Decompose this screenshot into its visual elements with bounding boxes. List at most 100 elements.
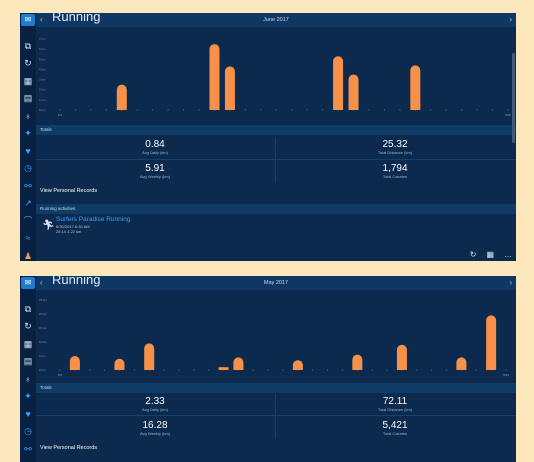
bike-icon[interactable]: ⚯ [24,180,32,191]
stat-label: Avg Weekly (km) [139,174,171,179]
clock-icon[interactable]: ◷ [24,163,32,173]
calendar-icon[interactable]: ▦ [23,338,33,349]
stat-label: Total Distance (km) [377,150,413,155]
day-marker [59,369,61,371]
totals-header: Totals [36,383,516,393]
app-logo-icon[interactable]: ✉ [21,277,35,289]
day-marker [136,109,138,111]
day-marker [193,369,195,371]
day-marker [431,369,433,371]
heart-icon[interactable]: ♥ [25,408,31,419]
view-personal-records-link[interactable]: View Personal Records [36,185,516,197]
day-marker [198,109,200,111]
sync-icon[interactable]: ↻ [24,58,32,68]
distance-bar[interactable] [144,343,155,370]
daily-distance-chart: 25 km 20 km 15 km 10 km 5 km 0 km 5/1 5/31 [39,298,509,377]
day-marker [368,109,370,111]
day-marker [182,109,185,111]
distance-bar[interactable] [486,315,497,370]
app-logo-icon[interactable]: ✉ [21,14,35,26]
x-tick-label: 6/30 [505,113,511,117]
distance-bar[interactable] [348,74,359,111]
previous-month-button[interactable]: ‹ [40,15,43,24]
stat-label: Total Calories [382,431,408,436]
distance-bar[interactable] [333,56,344,110]
divider [275,137,276,183]
month-header: ‹ June 2017 › [36,13,516,27]
calendar-icon[interactable]: ▦ [486,249,494,259]
devices-icon[interactable]: ⧉ [24,303,32,314]
distance-bar-base [144,365,155,370]
day-marker [208,369,210,371]
activity-datetime: 6/30/2017 6:30 AM [56,224,90,229]
month-header: ‹ May 2017 › [36,276,516,290]
total-distance-stat: 25.32 Total Distance (km) [280,139,510,155]
y-tick-label: 2 km [39,88,46,92]
refresh-icon[interactable]: ↻ [469,249,477,259]
y-tick-label: 10 km [39,340,48,344]
distance-bar[interactable] [224,66,235,110]
day-marker [105,109,107,111]
day-marker [341,369,344,371]
distance-bar[interactable] [209,44,220,110]
y-tick-label: 1 km [39,98,46,102]
trend-icon[interactable]: ↗ [24,198,32,208]
distance-bar-base [486,365,497,370]
run-icon[interactable]: ✦ [24,391,32,401]
day-marker [416,369,418,371]
distance-bar-base [396,365,407,370]
distance-bar-base [456,365,467,370]
day-marker [312,369,314,371]
message-icon[interactable]: ▤ [23,93,33,103]
scrollbar[interactable] [512,53,515,143]
day-marker [445,109,447,111]
calendar-icon[interactable]: ▦ [23,75,33,86]
more-icon[interactable]: … [504,249,512,259]
activity-item[interactable]: Surfers Paradise Running 6/30/2017 6:30 … [56,216,130,234]
y-tick-label: 0 km [39,368,46,372]
distance-bar[interactable] [396,344,407,370]
distance-bar[interactable] [116,84,127,110]
distance-bar[interactable] [410,65,421,110]
sync-icon[interactable]: ↻ [24,321,32,331]
view-personal-records-link[interactable]: View Personal Records [36,442,516,454]
stat-label: Total Calories [382,174,408,179]
x-tick-label: 5/1 [58,373,63,377]
run-icon[interactable]: ✦ [24,128,32,138]
bike-icon[interactable]: ⚯ [24,443,32,454]
day-marker [267,369,269,371]
stat-value: 16.28 [142,420,168,431]
lightbulb-icon[interactable]: ♁ [24,373,32,384]
devices-icon[interactable]: ⧉ [24,40,32,51]
app-title: Running [52,9,101,24]
clock-icon[interactable]: ◷ [24,426,32,436]
distance-bar-base [348,105,359,110]
total-distance-stat: 72.11 Total Distance (km) [280,396,510,412]
group-icon[interactable]: ♟ [23,250,33,261]
day-marker [167,109,169,111]
y-tick-label: 15 km [39,326,48,330]
next-month-button[interactable]: › [509,15,512,24]
day-marker [260,109,262,111]
stat-label: Avg Daily (km) [142,150,168,155]
x-tick-label: 5/31 [503,373,509,377]
distance-bar-base [352,365,363,370]
divider [36,415,516,416]
heart-icon[interactable]: ♥ [25,145,31,156]
distance-bar-base [410,105,421,110]
shoe-icon[interactable]: ⌒ [23,215,33,226]
day-marker [399,109,401,111]
day-marker [306,109,308,111]
day-marker [178,369,180,371]
distance-bar-base [116,105,127,110]
day-marker [371,369,373,371]
day-marker [491,109,494,111]
lightbulb-icon[interactable]: ♁ [24,110,32,121]
next-month-button[interactable]: › [509,278,512,287]
swim-icon[interactable]: ≈ [25,233,31,243]
day-marker [252,369,254,371]
previous-month-button[interactable]: ‹ [40,278,43,287]
message-icon[interactable]: ▤ [23,356,33,366]
distance-bar-base [209,105,220,110]
day-marker [104,369,106,371]
